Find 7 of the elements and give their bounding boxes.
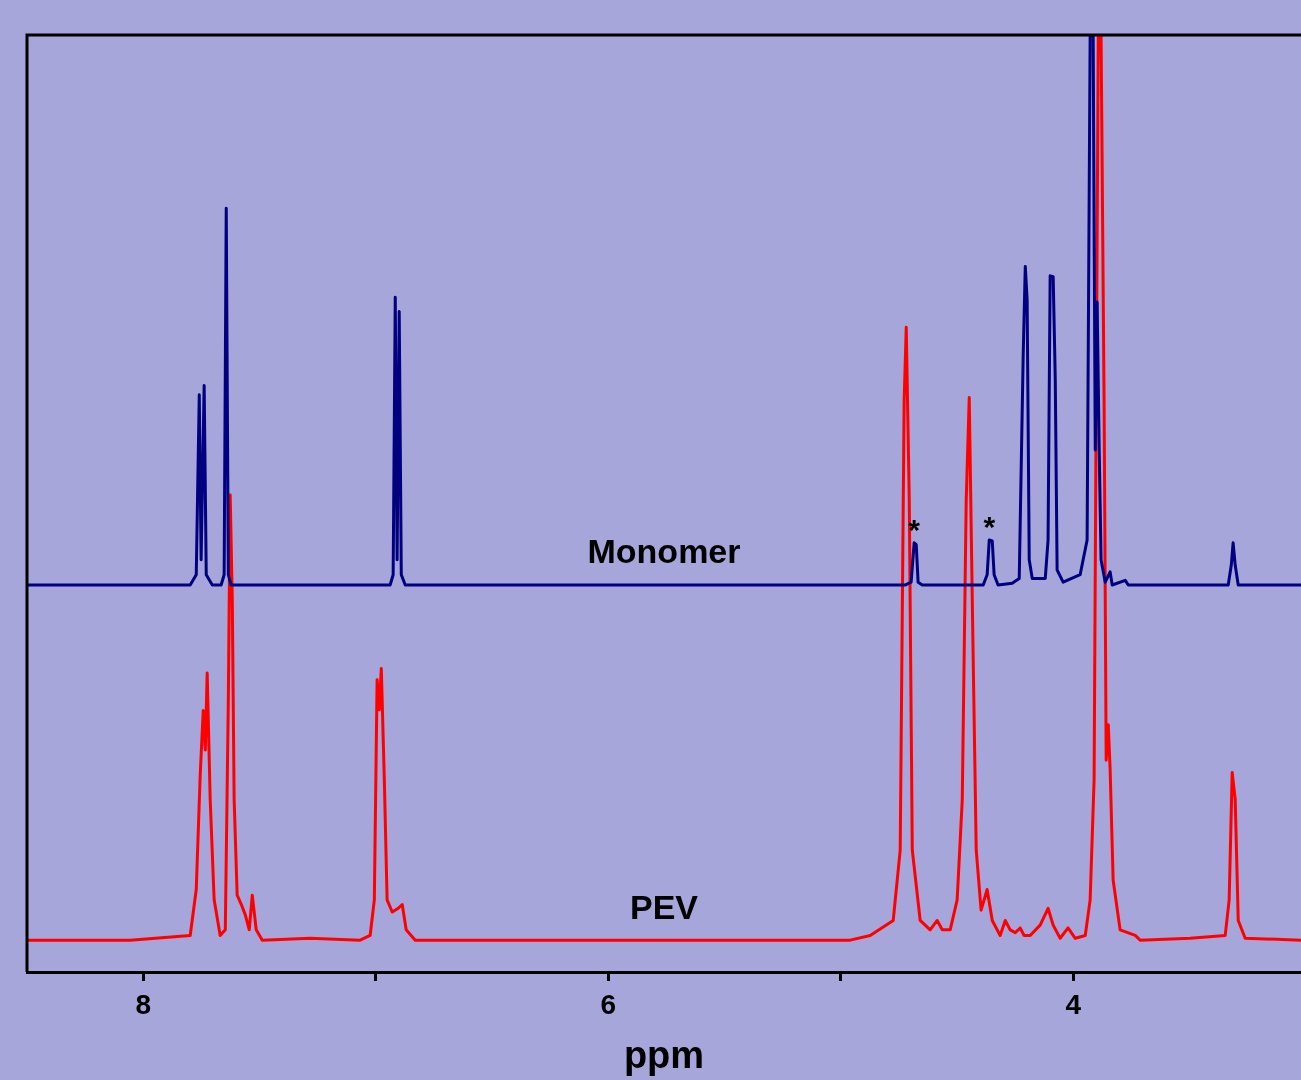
x-axis-title: ppm — [623, 1033, 705, 1076]
x-tick-label: 6 — [600, 988, 616, 1020]
x-tick-label: 8 — [135, 988, 152, 1020]
series-label: Monomer — [587, 532, 741, 571]
x-tick-label: 4 — [1065, 988, 1082, 1020]
series-label: PEV — [629, 887, 699, 926]
annotation: * — [983, 510, 996, 544]
